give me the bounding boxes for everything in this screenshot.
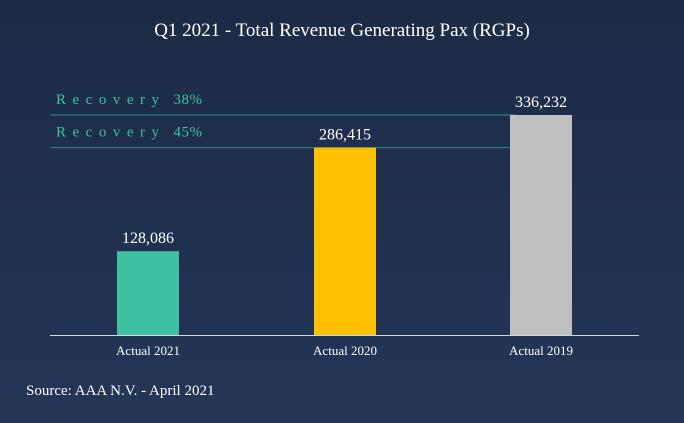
bar [510,115,572,335]
recovery-annotation: Recovery 38% [56,92,202,108]
source-note: Source: AAA N.V. - April 2021 [26,383,215,399]
recovery-annotation: Recovery 45% [56,125,202,141]
data-label: 128,086 [122,230,174,247]
bar [117,251,179,335]
data-label: 336,232 [515,94,567,111]
chart-title: Q1 2021 - Total Revenue Generating Pax (… [154,20,530,41]
x-tick-label: Actual 2020 [313,343,377,358]
x-tick-label: Actual 2021 [116,343,180,358]
x-tick-label: Actual 2019 [509,343,573,358]
data-label: 286,415 [319,127,371,144]
bar [314,147,376,335]
